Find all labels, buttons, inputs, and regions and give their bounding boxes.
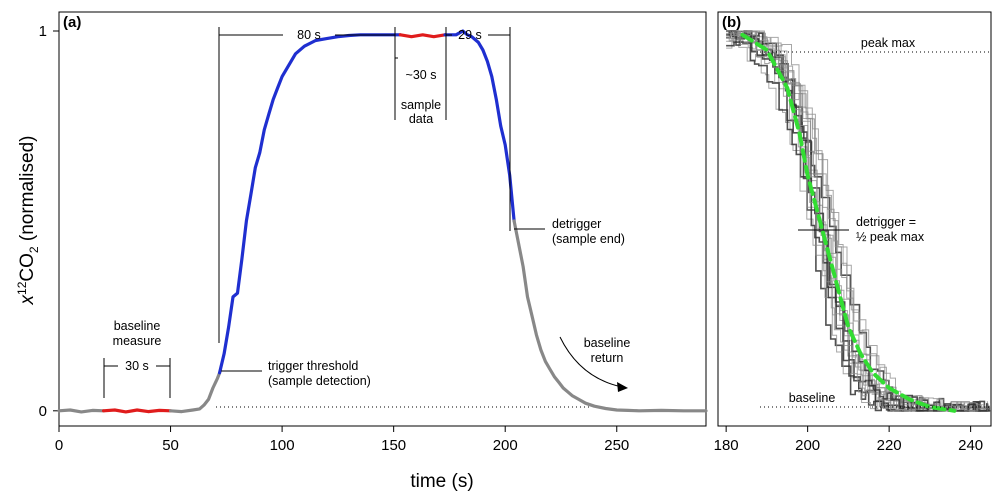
y-axis-label: x12CO2 (normalised) (15, 136, 41, 306)
panel-a-y-tick-label: 0 (39, 403, 47, 420)
panel-a-series-segment (169, 371, 222, 414)
panel-a-plot: 0 50 100 150 200 250 0 1 (39, 23, 708, 454)
panel-b-baseline-label: baseline (789, 391, 836, 405)
baseline-return-label-2: return (591, 351, 624, 365)
panel-a-series-segment (218, 33, 402, 375)
span-29s-label: 29 s (458, 28, 482, 42)
detrigger-eq-label: detrigger = (856, 215, 916, 229)
panel-a-annotation-text: baseline measure 30 s 80 s ~30 s sample … (113, 28, 631, 388)
panel-a-x-tick-label: 200 (493, 437, 518, 454)
panel-b-trace (726, 30, 987, 412)
panel-a-label: (a) (63, 14, 81, 31)
panel-a-x-tick-label: 250 (604, 437, 629, 454)
y-axis-label-suffix: (normalised) (17, 136, 38, 247)
y-axis-label-mid: CO (17, 253, 38, 282)
span-30s-label: ~30 s (406, 68, 437, 82)
panel-a-x-tick-label: 50 (162, 437, 179, 454)
baseline-measure-label-2: measure (113, 334, 162, 348)
panel-a-series-segment (443, 29, 516, 223)
span-80s-label: 80 s (297, 28, 321, 42)
y-axis-label-prefix: x (17, 293, 38, 305)
baseline-return-label: baseline (584, 336, 631, 350)
panel-a-x-tick-label: 100 (270, 437, 295, 454)
y-axis-label-sub: 2 (27, 246, 41, 253)
panel-a-series-segment (398, 33, 447, 39)
panel-a-series-segment (102, 408, 173, 414)
baseline-30s-label: 30 s (125, 359, 149, 373)
panel-b-x-tick-label: 220 (877, 437, 902, 454)
panel-b-x-tick-label: 240 (958, 437, 983, 454)
baseline-return-arrowhead (617, 382, 628, 392)
panel-a-annotations (103, 27, 623, 408)
panel-b-trace (726, 41, 988, 412)
panel-b-x-tick-label: 180 (714, 437, 739, 454)
detrigger-label: detrigger (552, 217, 601, 231)
panel-a-series-segment (512, 219, 708, 413)
panel-b-annotation-text: peak max detrigger = ½ peak max baseline (789, 36, 925, 405)
x-axis-label: time (s) (410, 471, 473, 492)
trigger-threshold-label: trigger threshold (268, 359, 358, 373)
panel-b-x-tick-label: 200 (795, 437, 820, 454)
detrigger-label-2: (sample end) (552, 232, 625, 246)
panel-a-frame (58, 11, 707, 427)
y-axis-label-sup: 12 (15, 281, 29, 295)
panel-a-x-tick-label: 150 (381, 437, 406, 454)
panel-b-label: (b) (722, 14, 741, 31)
peak-max-label: peak max (861, 36, 916, 50)
sample-data-label-2: data (409, 112, 433, 126)
sample-data-label: sample (401, 98, 441, 112)
panel-b-frame (717, 11, 992, 427)
detrigger-eq-label-2: ½ peak max (856, 230, 925, 244)
panel-b-fit-curve (740, 32, 957, 413)
panel-a-series-segment (57, 408, 106, 414)
trigger-threshold-label-2: (sample detection) (268, 374, 371, 388)
panel-b-annotations (760, 51, 990, 408)
panel-b-plot: 180 200 220 240 (714, 30, 991, 454)
panel-a-x-tick-label: 0 (55, 437, 63, 454)
baseline-measure-label: baseline (114, 319, 161, 333)
panel-a-y-tick-label: 1 (39, 23, 47, 40)
